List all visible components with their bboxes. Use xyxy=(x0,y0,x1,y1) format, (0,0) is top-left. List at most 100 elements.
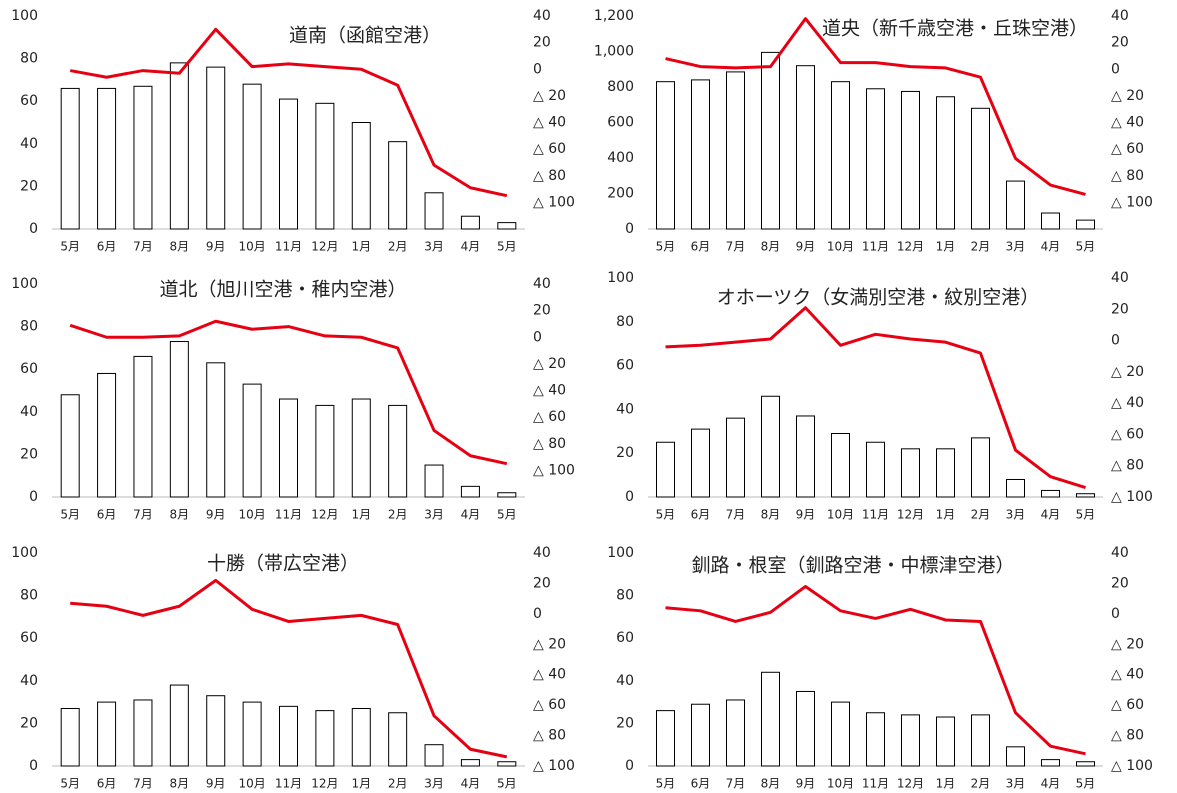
bar xyxy=(831,81,850,230)
y2-tick-label: △ 80 xyxy=(1111,168,1144,184)
bar xyxy=(351,122,371,230)
y2-tick-label: △ 40 xyxy=(1111,115,1144,131)
x-tick-label: 5月 xyxy=(60,777,80,791)
x-tick-label: 5月 xyxy=(1076,777,1096,791)
y-tick-label: 0 xyxy=(625,489,634,505)
chart-title: オホーツク（女満別空港・紋別空港） xyxy=(717,287,1040,309)
y2-tick-label: △ 60 xyxy=(1111,141,1144,157)
x-tick-label: 1月 xyxy=(936,508,956,522)
bar xyxy=(866,441,885,498)
y2-tick-label: △ 60 xyxy=(533,697,566,713)
x-tick-label: 2月 xyxy=(388,508,408,522)
y-tick-label: 20 xyxy=(616,715,634,731)
bar xyxy=(796,690,815,767)
y-tick-label: 1,000 xyxy=(594,44,634,60)
bar xyxy=(831,432,850,498)
y-tick-label: 80 xyxy=(20,588,38,604)
bar xyxy=(761,671,780,767)
y2-tick-label: △ 80 xyxy=(1111,728,1144,744)
y-tick-label: 0 xyxy=(625,221,634,237)
y-tick-label: 20 xyxy=(20,715,38,731)
bar xyxy=(97,87,117,230)
bar xyxy=(1006,180,1025,230)
bar xyxy=(279,98,298,230)
line xyxy=(665,17,1086,196)
y2-tick-label: △ 100 xyxy=(533,758,575,774)
bar xyxy=(424,464,444,498)
x-tick-label: 2月 xyxy=(388,240,408,254)
x-tick-label: 6月 xyxy=(97,240,117,254)
line xyxy=(665,306,1086,490)
y-tick-label: 40 xyxy=(20,673,38,689)
x-tick-label: 5月 xyxy=(1076,240,1096,254)
y2-tick-label: △ 60 xyxy=(1111,426,1144,442)
x-tick-label: 10月 xyxy=(238,240,265,254)
bar xyxy=(388,712,408,767)
y-tick-label: 80 xyxy=(20,51,38,67)
bar xyxy=(133,699,153,767)
bar xyxy=(133,85,153,230)
y2-tick-label: △ 40 xyxy=(533,115,566,131)
x-tick-label: 3月 xyxy=(1006,240,1026,254)
y-tick-label: 100 xyxy=(11,276,38,292)
y-tick-label: 0 xyxy=(625,758,634,774)
x-tick-label: 3月 xyxy=(1006,777,1026,791)
y2-tick-label: △ 100 xyxy=(1111,758,1153,774)
bar xyxy=(831,701,850,767)
y-tick-label: 100 xyxy=(607,545,634,561)
bar xyxy=(497,492,517,498)
bar xyxy=(796,415,815,498)
bar xyxy=(971,714,990,767)
bar xyxy=(1076,493,1095,498)
x-tick-label: 1月 xyxy=(351,777,371,791)
bar xyxy=(726,699,745,767)
x-tick-label: 11月 xyxy=(275,777,302,791)
bar xyxy=(460,485,480,498)
x-tick-label: 2月 xyxy=(971,777,991,791)
x-tick-label: 3月 xyxy=(1006,508,1026,522)
y2-tick-label: △ 20 xyxy=(533,356,566,372)
x-tick-label: 11月 xyxy=(862,240,889,254)
bar xyxy=(691,703,710,767)
x-tick-label: 9月 xyxy=(796,240,816,254)
bar xyxy=(1076,219,1095,230)
y2-tick-label: 40 xyxy=(533,8,551,24)
x-tick-label: 1月 xyxy=(936,240,956,254)
y2-tick-label: 20 xyxy=(533,575,551,591)
y2-tick-label: 20 xyxy=(533,303,551,319)
bar xyxy=(691,79,710,230)
bar xyxy=(726,71,745,230)
line xyxy=(70,578,508,759)
x-tick-label: 8月 xyxy=(170,508,190,522)
x-tick-label: 6月 xyxy=(691,508,711,522)
bar xyxy=(60,394,80,498)
chart-title: 道北（旭川空港・稚内空港） xyxy=(159,279,406,301)
y-tick-label: 100 xyxy=(11,545,38,561)
y2-tick-label: △ 80 xyxy=(533,436,566,452)
bar xyxy=(761,51,780,230)
y2-tick-label: △ 40 xyxy=(1111,667,1144,683)
bar xyxy=(761,395,780,498)
bar xyxy=(169,341,189,498)
x-tick-label: 6月 xyxy=(97,777,117,791)
y-tick-label: 40 xyxy=(20,136,38,152)
y2-tick-label: 20 xyxy=(1111,301,1129,317)
y2-tick-label: △ 20 xyxy=(533,636,566,652)
bar xyxy=(656,441,675,498)
x-tick-label: 8月 xyxy=(170,240,190,254)
y2-tick-label: 0 xyxy=(533,329,542,345)
bar xyxy=(1006,746,1025,767)
y-tick-label: 80 xyxy=(616,314,634,330)
y-tick-label: 80 xyxy=(616,588,634,604)
bar xyxy=(206,362,226,498)
y2-tick-label: △ 100 xyxy=(533,462,575,478)
y-tick-label: 1,200 xyxy=(594,8,634,24)
y-tick-label: 600 xyxy=(607,115,634,131)
bar xyxy=(97,701,117,767)
y2-tick-label: 0 xyxy=(1111,333,1120,349)
x-tick-label: 8月 xyxy=(761,508,781,522)
x-tick-label: 7月 xyxy=(133,240,153,254)
bar xyxy=(206,66,226,230)
x-tick-label: 7月 xyxy=(726,240,746,254)
bar xyxy=(60,707,80,767)
